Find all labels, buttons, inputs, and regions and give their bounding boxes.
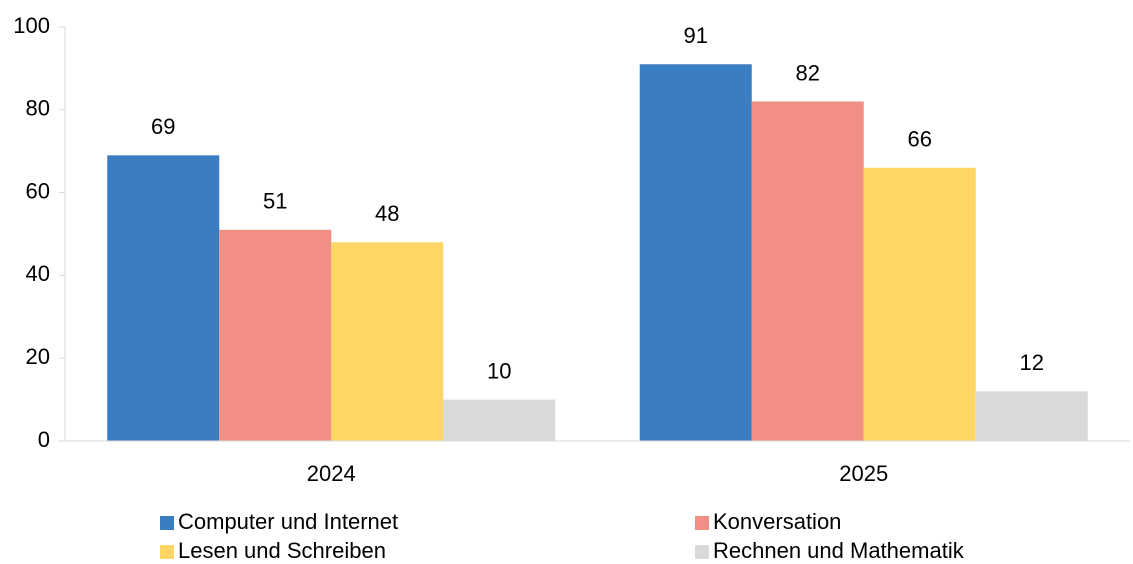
x-tick-label: 2025: [839, 461, 888, 486]
y-tick-label: 0: [38, 427, 50, 452]
bar: [443, 399, 556, 441]
data-label: 48: [375, 201, 399, 226]
y-tick-label: 80: [26, 96, 50, 121]
data-label: 51: [263, 189, 287, 214]
data-label: 10: [487, 358, 511, 383]
y-tick-label: 60: [26, 178, 50, 203]
bar: [639, 64, 752, 441]
y-tick-label: 40: [26, 261, 50, 286]
y-tick-label: 20: [26, 344, 50, 369]
bar: [863, 167, 976, 441]
bar: [331, 242, 444, 441]
legend-swatch: [160, 545, 174, 559]
bar: [107, 155, 220, 441]
x-tick-label: 2024: [307, 461, 356, 486]
data-label: 69: [151, 114, 175, 139]
data-label: 66: [908, 127, 932, 152]
legend-swatch: [695, 516, 709, 530]
y-tick-label: 100: [13, 13, 50, 38]
data-label: 12: [1020, 350, 1044, 375]
legend-label: Rechnen und Mathematik: [713, 538, 965, 563]
bar: [219, 229, 332, 441]
legend-label: Computer und Internet: [178, 509, 398, 534]
legend-label: Konversation: [713, 509, 841, 534]
data-label: 91: [684, 23, 708, 48]
legend-label: Lesen und Schreiben: [178, 538, 386, 563]
data-label: 82: [796, 60, 820, 85]
bar: [975, 391, 1088, 441]
legend-swatch: [695, 545, 709, 559]
bar: [751, 101, 864, 442]
legend-swatch: [160, 516, 174, 530]
